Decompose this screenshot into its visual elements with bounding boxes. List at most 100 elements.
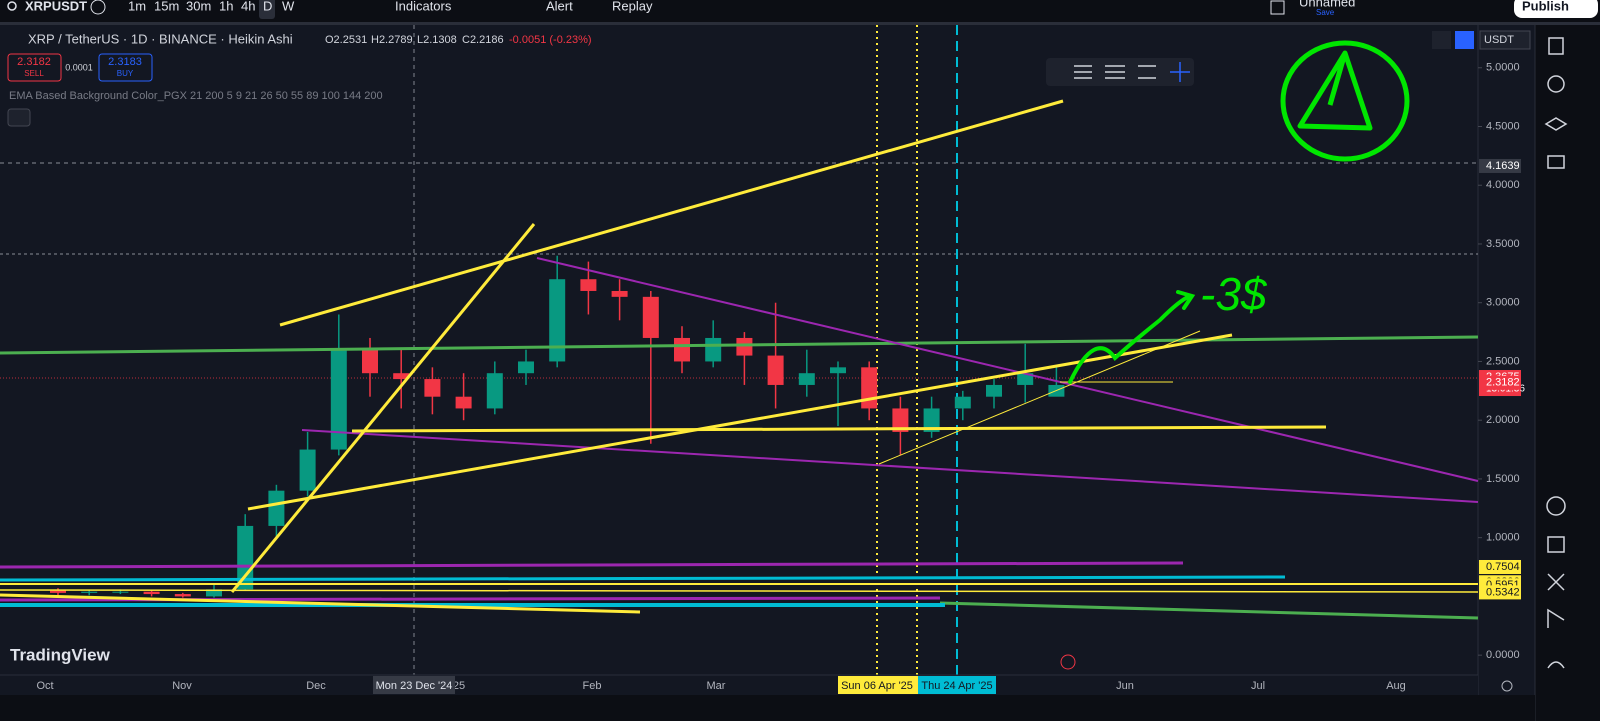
candle-body [112, 591, 129, 593]
interval[interactable]: D [263, 0, 272, 13]
crosshair-date: Mon 23 Dec '24 [376, 680, 453, 692]
legend-high: H2.2789 [371, 34, 413, 46]
candle-body [549, 279, 566, 362]
price-tag-label: 2.3182 [1486, 377, 1520, 389]
interval[interactable]: 1h [219, 0, 233, 13]
layout-name[interactable]: Unnamed [1299, 0, 1355, 9]
publish-label[interactable]: Publish [1522, 0, 1569, 13]
interval[interactable]: 1m [128, 0, 146, 13]
interval-active[interactable] [259, 0, 275, 19]
drawings [0, 25, 1478, 675]
candle-body [892, 408, 909, 432]
layers-icon[interactable] [1544, 117, 1568, 131]
candle-body [393, 373, 410, 380]
hand-drawn-logo [1280, 40, 1410, 162]
price-tag-label: 0.7504 [1486, 561, 1520, 573]
y-tick-label: 0.0000 [1486, 649, 1520, 661]
alert-button[interactable]: Alert [546, 0, 573, 13]
candle-body [1017, 373, 1034, 385]
annotation: -3$ [1200, 268, 1268, 320]
candle-body [174, 594, 191, 597]
tools-icon[interactable] [1547, 608, 1565, 628]
buy-price[interactable]: 2.3183 [108, 56, 142, 68]
interval[interactable]: 30m [186, 0, 211, 13]
buy-label[interactable]: BUY [117, 69, 134, 78]
target-icon[interactable] [1546, 496, 1566, 516]
sell-button[interactable] [7, 53, 62, 82]
marker-date: Thu 24 Apr '25 [921, 680, 992, 692]
alerts-icon[interactable] [1547, 75, 1565, 93]
calendar-icon[interactable] [1547, 536, 1565, 553]
currency[interactable]: USDT [1484, 34, 1514, 46]
sell-label[interactable]: SELL [24, 69, 44, 78]
replay-button[interactable]: Replay [612, 0, 653, 13]
search-icon[interactable] [7, 1, 17, 11]
marker-date-box [918, 676, 996, 694]
y-tick-label: 1.0000 [1486, 532, 1520, 544]
candle-body [362, 349, 378, 374]
candle-body [518, 361, 534, 374]
right-sidebar [1535, 25, 1600, 721]
event-icon[interactable] [1060, 654, 1076, 670]
price-tag [1479, 585, 1521, 600]
interval[interactable]: W [282, 0, 295, 13]
candle-body [861, 367, 878, 409]
date-label: Jul [1251, 680, 1265, 692]
candle-body [299, 449, 316, 491]
legend-low: L2.1308 [417, 34, 457, 46]
logo-circle [1280, 40, 1410, 162]
date-label: Jun [1116, 680, 1134, 692]
cyan-line [0, 575, 1286, 582]
legend-open: O2.2531 [325, 34, 367, 46]
auto-scale-button[interactable] [1455, 31, 1474, 49]
crosshair-date-box [373, 676, 455, 694]
candle-body [923, 408, 940, 432]
symbol[interactable]: XRPUSDT [25, 0, 87, 13]
yellow-line [878, 330, 1201, 465]
tradingview-logo: TradingView [10, 645, 111, 664]
y-tick-label: 3.5000 [1486, 238, 1520, 250]
buy-button[interactable] [98, 53, 153, 82]
hand-drawn-arrow [1068, 290, 1196, 384]
candle-body [705, 337, 722, 362]
settings-icon[interactable] [1501, 680, 1513, 692]
layout-icon[interactable] [1270, 0, 1285, 15]
add-symbol[interactable] [90, 0, 106, 15]
candle-body [424, 379, 441, 397]
save-label[interactable]: Save [1316, 8, 1335, 17]
scroll-button[interactable] [1432, 31, 1451, 49]
date-label: Aug [1386, 680, 1406, 692]
candle-body [611, 290, 628, 297]
interval[interactable]: 15m [154, 0, 179, 13]
yellow-line [247, 333, 1233, 511]
date-label: 25 [453, 680, 465, 692]
y-tick-label: 2.0000 [1486, 414, 1520, 426]
chat-icon[interactable] [1547, 155, 1565, 169]
indicator-legend: EMA Based Background Color_PGX 21 200 5 … [9, 90, 383, 102]
stream-icon[interactable] [1547, 661, 1565, 669]
y-tick-label: 5.0000 [1486, 62, 1520, 74]
candle-body [798, 373, 815, 385]
ideas-icon[interactable] [1547, 573, 1565, 591]
purple-line [301, 429, 1479, 503]
indicators-button[interactable]: Indicators [395, 0, 452, 13]
watchlist-icon[interactable] [1548, 37, 1564, 55]
interval[interactable]: 4h [241, 0, 255, 13]
candle-body [50, 590, 66, 593]
candle-body [580, 279, 597, 291]
candle-body [455, 396, 472, 409]
spread: 0.0001 [65, 62, 93, 72]
candle-body [486, 373, 503, 409]
legend-title: XRP / TetherUS · 1D · BINANCE · Heikin A… [28, 31, 293, 46]
publish-button[interactable] [1514, 0, 1598, 18]
collapse-button[interactable] [7, 108, 31, 127]
candle-body [268, 490, 285, 526]
marker-date: Sun 06 Apr '25 [841, 680, 913, 692]
toolbar-border [0, 22, 1600, 25]
bottom-bar [0, 695, 1535, 721]
currency-select[interactable] [1479, 30, 1531, 50]
candle-body [674, 337, 690, 362]
sell-price[interactable]: 2.3182 [17, 56, 51, 68]
